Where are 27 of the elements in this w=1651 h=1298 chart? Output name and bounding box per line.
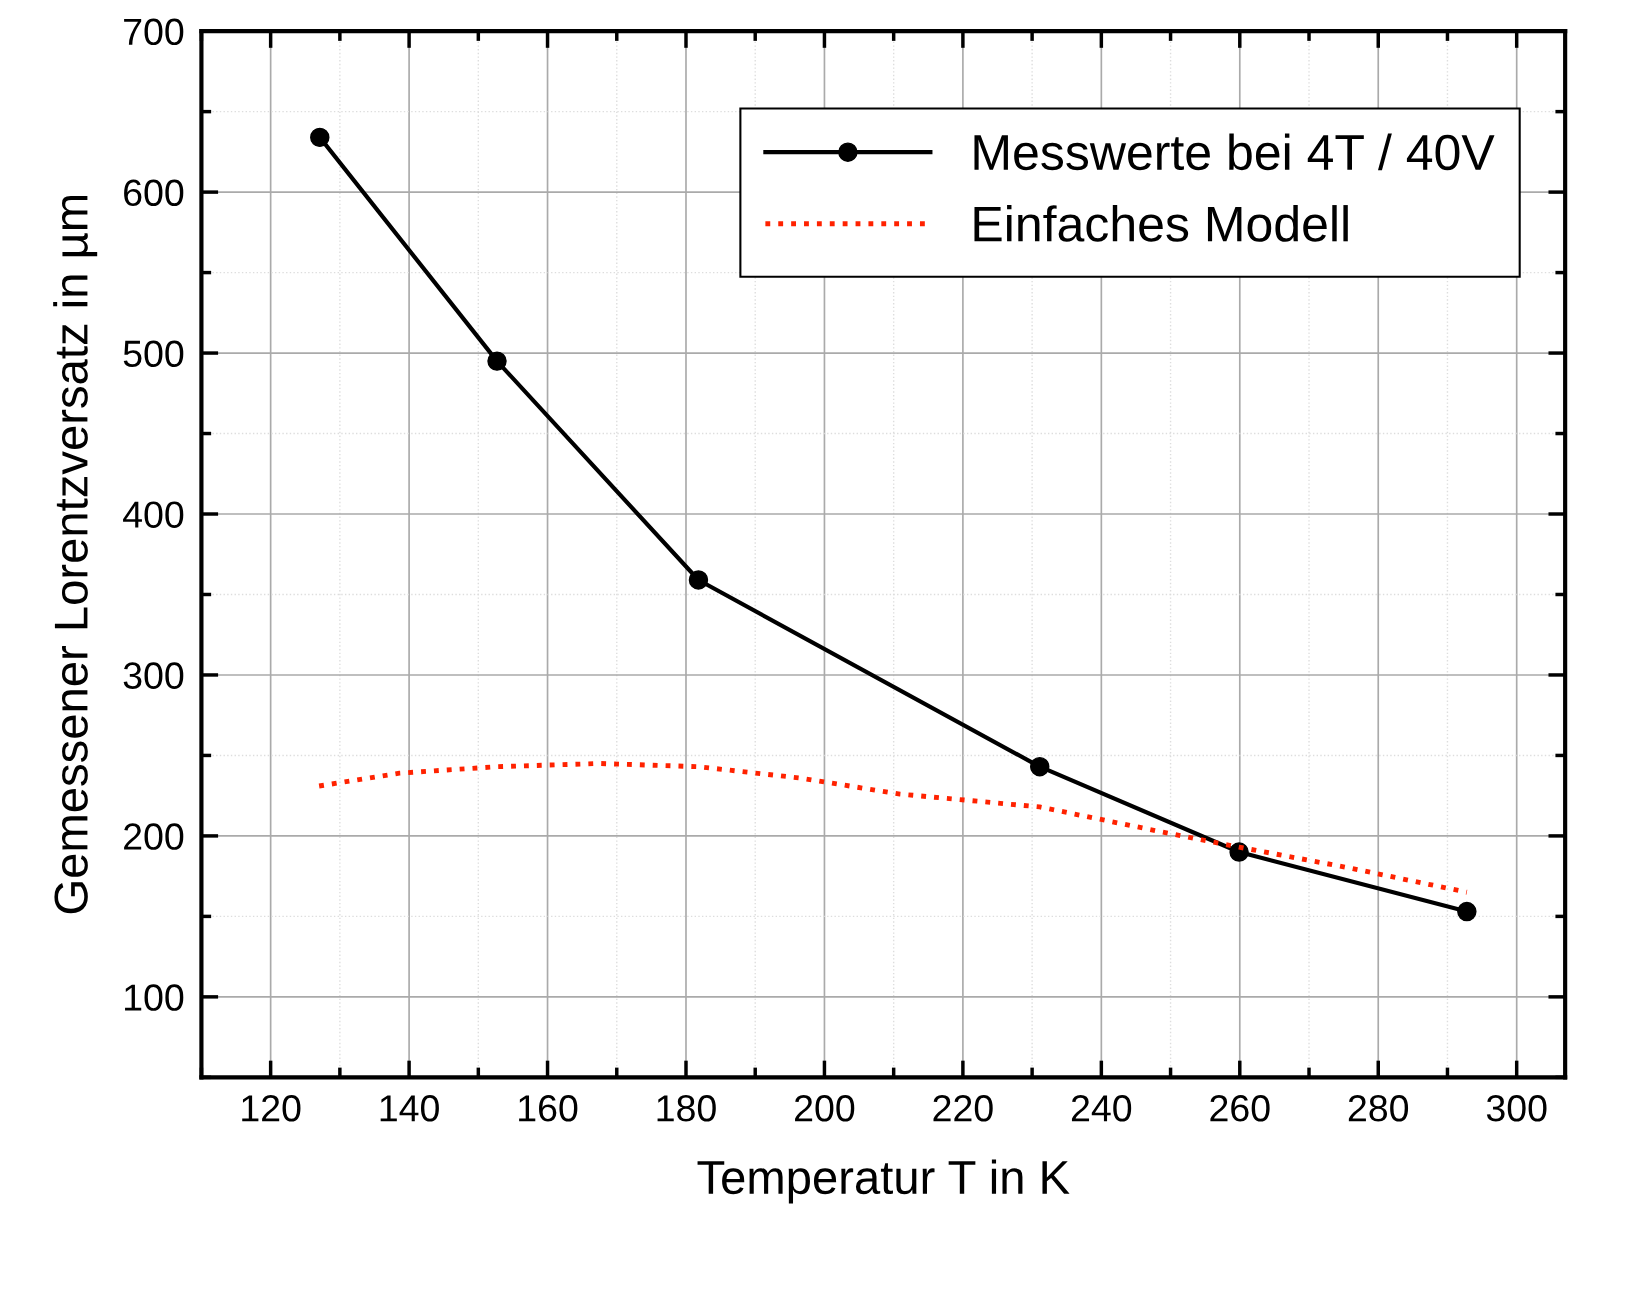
point	[1457, 901, 1477, 922]
point	[310, 127, 330, 148]
legend-label: Messwerte bei 4T / 40V	[974, 133, 1495, 171]
y-tick-label: 300	[123, 662, 184, 689]
line-series	[316, 761, 1470, 895]
x-tick-label: 160	[519, 1095, 578, 1122]
y-tick-label: 600	[124, 179, 184, 207]
legend-label: Einfaches Modell	[974, 205, 1348, 242]
x-tick-label: 260	[1210, 1095, 1270, 1122]
x-tick-label: 200	[795, 1095, 855, 1122]
x-axis-title: Temperatur T in K	[697, 1159, 1070, 1204]
x-tick-label: 180	[657, 1095, 716, 1122]
y-tick-label: 200	[124, 823, 184, 850]
x-tick-label: 220	[933, 1095, 993, 1122]
y-tick-label: 100	[125, 984, 184, 1011]
y-tick-label: 700	[124, 18, 184, 46]
point	[688, 570, 709, 590]
y-axis-title: Gemessener Lorentzversatz in µm	[53, 195, 98, 914]
y-tick-label: 400	[123, 501, 184, 528]
x-tick-label: 140	[380, 1095, 439, 1122]
x-tick-label: 120	[242, 1095, 301, 1122]
y-tick-label: 500	[123, 340, 184, 368]
point	[1030, 756, 1050, 777]
x-tick-label: 300	[1486, 1095, 1547, 1122]
point	[487, 351, 507, 371]
x-tick-label: 280	[1348, 1095, 1409, 1122]
x-tick-label: 240	[1071, 1095, 1132, 1122]
